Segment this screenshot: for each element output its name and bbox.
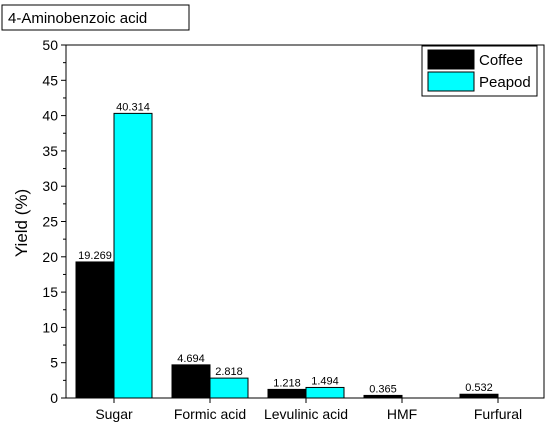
y-tick-label: 0 (50, 390, 58, 406)
x-category-label: Furfural (474, 406, 522, 422)
chart-title: 4-Aminobenzoic acid (8, 10, 147, 27)
y-tick-label: 30 (42, 178, 58, 194)
bar-peapod-levulinic-acid (305, 386, 345, 399)
y-tick-label: 25 (42, 214, 58, 230)
legend-label-coffee: Coffee (479, 52, 523, 69)
y-tick-label: 10 (42, 319, 58, 335)
y-tick-label: 35 (42, 143, 58, 159)
x-category-label: Levulinic acid (264, 406, 348, 422)
data-label: 4.694 (177, 353, 205, 365)
x-category-label: Sugar (95, 406, 133, 422)
y-tick-label: 50 (42, 37, 58, 53)
y-tick-label: 40 (42, 108, 58, 124)
y-tick-label: 15 (42, 284, 58, 300)
y-tick-label: 5 (50, 355, 58, 371)
bar-peapod-formic-acid (209, 377, 249, 399)
x-category-label: Formic acid (174, 406, 246, 422)
data-label: 40.314 (116, 101, 150, 113)
legend-swatch-peapod (427, 71, 475, 92)
x-category-label: HMF (387, 406, 417, 422)
data-label: 1.494 (311, 375, 339, 387)
legend-label-peapod: Peapod (479, 74, 531, 91)
y-tick-label: 20 (42, 249, 58, 265)
bar-coffee-sugar (75, 261, 115, 399)
bar-coffee-formic-acid (171, 364, 211, 399)
data-label: 19.269 (78, 250, 112, 262)
bar-coffee-furfural (459, 393, 499, 399)
legend: Coffee Peapod (421, 45, 538, 97)
data-label: 1.218 (273, 377, 301, 389)
y-tick-label: 45 (42, 72, 58, 88)
y-axis-title: Yield (%) (12, 189, 31, 257)
plot-area: 0 5 10 15 20 25 30 35 40 45 50 Sugar 19.269 40.314 For… (42, 37, 545, 422)
data-label: 0.365 (369, 383, 397, 395)
bar-coffee-levulinic-acid (267, 388, 307, 399)
chart-title-box: 4-Aminobenzoic acid (1, 4, 190, 31)
legend-swatch-coffee (427, 49, 475, 70)
bar-coffee-hmf (363, 394, 403, 399)
data-label: 0.532 (465, 382, 493, 394)
data-label: 2.818 (215, 366, 243, 378)
bar-peapod-sugar (113, 112, 153, 399)
